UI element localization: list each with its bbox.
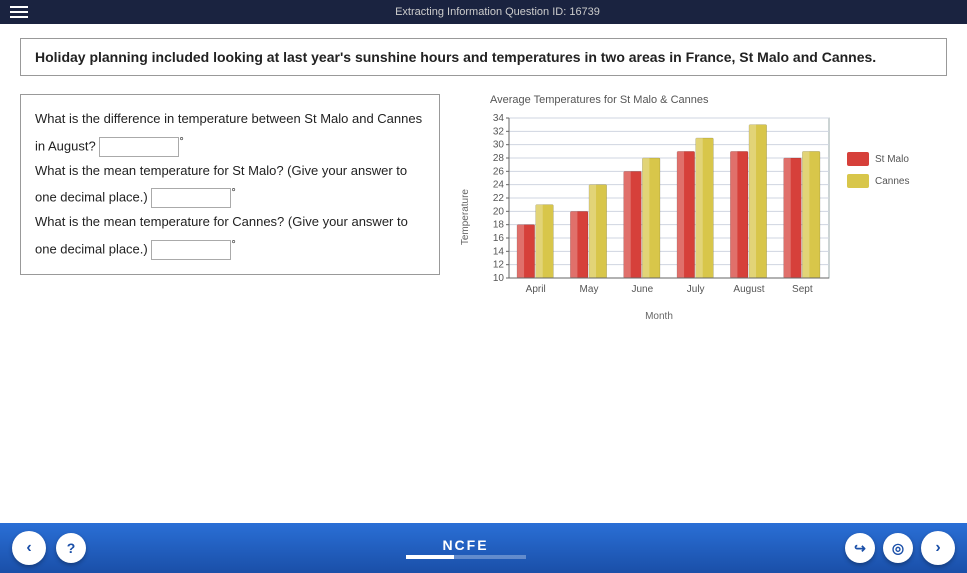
svg-text:18: 18	[493, 220, 505, 231]
svg-text:July: July	[687, 284, 705, 295]
menu-icon[interactable]	[10, 6, 28, 18]
svg-text:30: 30	[493, 140, 505, 151]
chart-title: Average Temperatures for St Malo & Canne…	[490, 94, 947, 106]
legend-swatch	[847, 174, 869, 188]
q2-input[interactable]	[151, 188, 231, 208]
chevron-left-icon: ‹	[26, 539, 31, 557]
next-button[interactable]: ›	[921, 531, 955, 565]
legend-item: St Malo	[847, 152, 909, 166]
svg-text:12: 12	[493, 260, 505, 271]
share-button[interactable]: ↪	[845, 533, 875, 563]
question-panel: What is the difference in temperature be…	[20, 94, 440, 275]
chevron-right-icon: ›	[935, 539, 940, 557]
chart-ylabel: Temperature	[460, 189, 471, 245]
svg-text:32: 32	[493, 126, 505, 137]
target-button[interactable]: ◎	[883, 533, 913, 563]
svg-text:14: 14	[493, 246, 505, 257]
svg-text:26: 26	[493, 166, 505, 177]
legend-label: St Malo	[875, 154, 909, 165]
svg-text:16: 16	[493, 233, 505, 244]
legend-label: Cannes	[875, 176, 909, 187]
svg-text:April: April	[526, 284, 546, 295]
top-bar: Extracting Information Question ID: 1673…	[0, 0, 967, 24]
q1-input[interactable]	[99, 137, 179, 157]
q2-unit: °	[231, 187, 235, 199]
svg-text:24: 24	[493, 180, 505, 191]
svg-text:20: 20	[493, 206, 505, 217]
target-icon: ◎	[892, 540, 904, 557]
chart-legend: St Malo Cannes	[847, 152, 909, 188]
help-icon: ?	[67, 540, 76, 556]
help-button[interactable]: ?	[56, 533, 86, 563]
svg-text:May: May	[580, 284, 599, 295]
brand-text: NCFE	[442, 537, 488, 553]
intro-text: Holiday planning included looking at las…	[20, 38, 947, 76]
chart-panel: Average Temperatures for St Malo & Canne…	[460, 94, 947, 322]
q1-unit: °	[179, 136, 183, 148]
chart-xlabel: Month	[479, 311, 839, 322]
legend-item: Cannes	[847, 174, 909, 188]
svg-text:28: 28	[493, 153, 505, 164]
share-icon: ↪	[854, 540, 866, 557]
q3-input[interactable]	[151, 240, 231, 260]
svg-text:10: 10	[493, 273, 505, 284]
brand-area: NCFE	[96, 537, 835, 559]
progress-bar	[406, 555, 526, 559]
q3-unit: °	[231, 239, 235, 251]
q1-text: What is the difference in temperature be…	[35, 111, 422, 153]
svg-text:Sept: Sept	[792, 284, 813, 295]
prev-button[interactable]: ‹	[12, 531, 46, 565]
bar-chart: 10 12 14 16 18 20 22 24 26 28 30 32 34 April May June Ju…	[479, 112, 839, 302]
svg-text:August: August	[733, 284, 764, 295]
svg-text:34: 34	[493, 113, 505, 124]
svg-text:June: June	[631, 284, 653, 295]
content-area: Holiday planning included looking at las…	[0, 24, 967, 523]
svg-text:22: 22	[493, 193, 505, 204]
bottom-bar: ‹ ? NCFE ↪ ◎ ›	[0, 523, 967, 573]
topbar-title: Extracting Information Question ID: 1673…	[38, 6, 957, 18]
legend-swatch	[847, 152, 869, 166]
